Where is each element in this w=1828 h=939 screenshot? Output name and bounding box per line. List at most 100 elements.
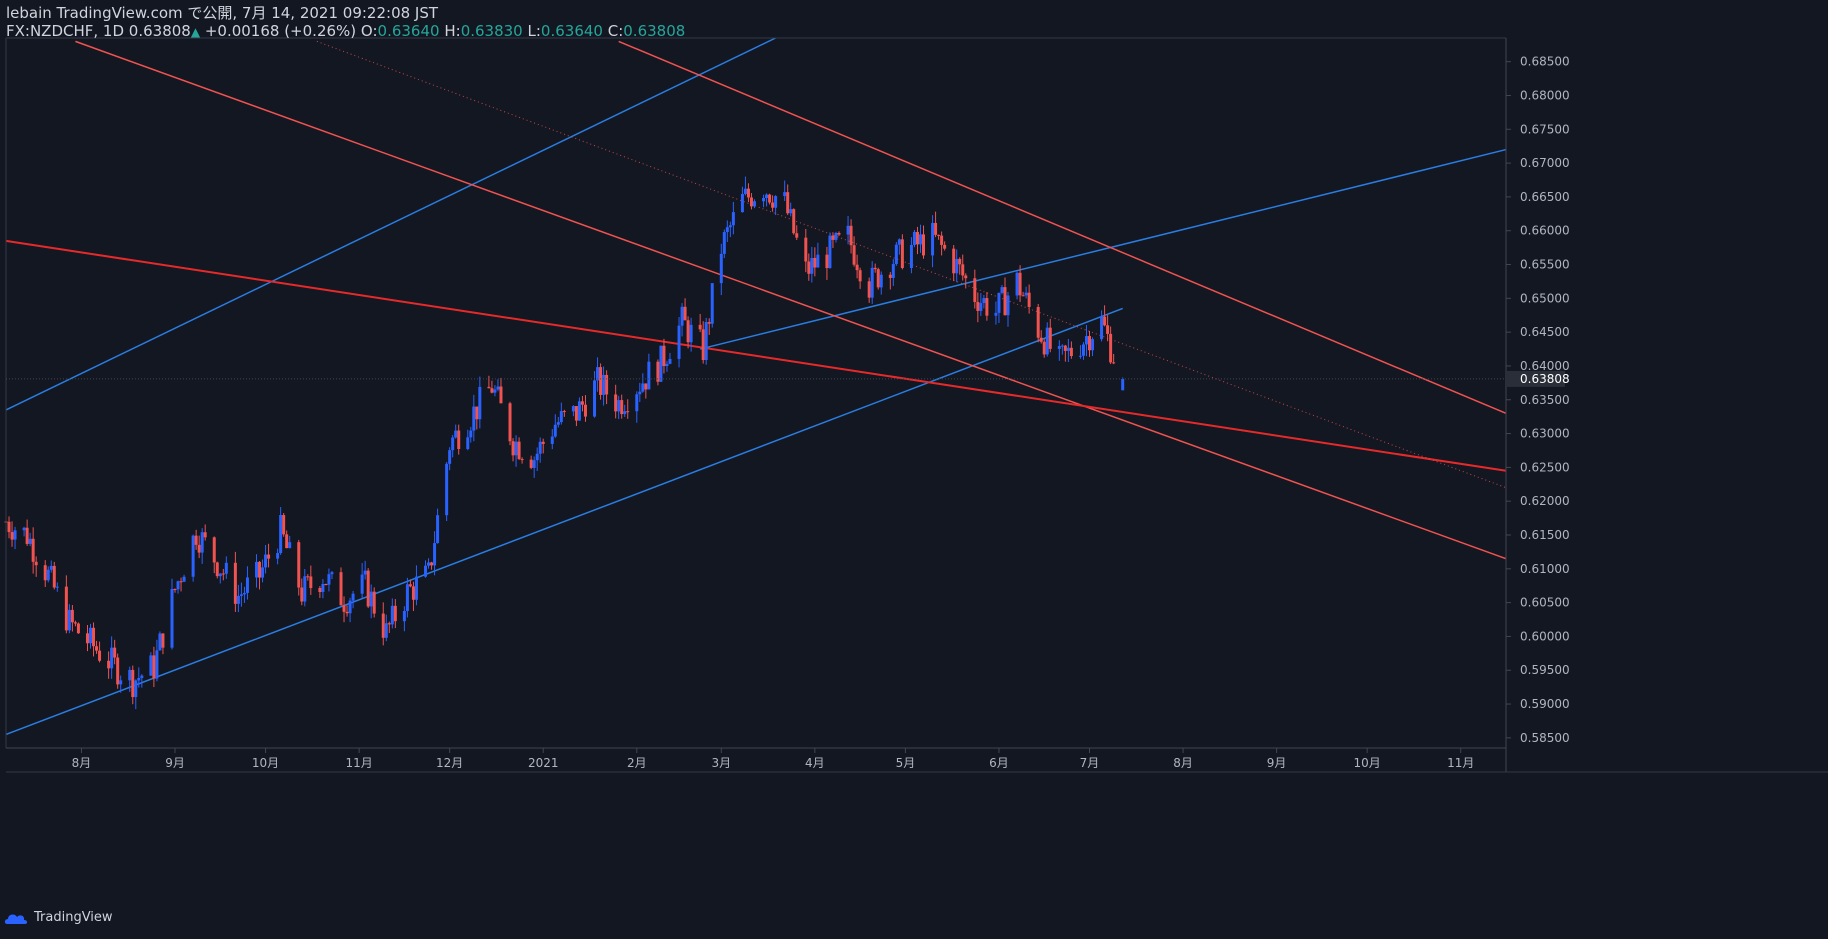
candle-body	[662, 345, 666, 367]
candle-body	[1100, 316, 1104, 340]
candle-body	[360, 574, 364, 594]
trendlines[interactable]	[5, 37, 1507, 736]
current-price-tag	[1507, 370, 1565, 387]
candle-body	[119, 680, 123, 685]
candle-body	[698, 324, 702, 330]
candle-body	[387, 623, 391, 625]
trendline[interactable]	[5, 37, 776, 411]
trendline[interactable]	[618, 40, 1507, 414]
candle-body	[719, 253, 723, 284]
candle-body	[538, 441, 542, 454]
candle-body	[1109, 333, 1113, 363]
candle-body	[958, 258, 962, 265]
candle-body	[620, 400, 624, 415]
candle-body	[641, 383, 645, 392]
candle-body	[306, 576, 310, 578]
candle-body	[915, 231, 919, 245]
candle-body	[710, 283, 714, 324]
candle-body	[1042, 341, 1046, 355]
candle-body	[89, 627, 93, 644]
x-tick-label: 9月	[165, 756, 185, 770]
candle-body	[427, 562, 431, 566]
low-value: 0.63640	[540, 22, 603, 40]
candle-body	[242, 592, 246, 595]
trendline[interactable]	[699, 148, 1507, 350]
candle-body	[985, 298, 989, 316]
trendline[interactable]	[5, 307, 1123, 736]
candle-body	[912, 231, 916, 245]
y-tick-label: 0.63500	[1520, 393, 1570, 407]
candle-body	[529, 459, 533, 468]
candle-body	[194, 535, 198, 545]
footer-brand[interactable]: TradingView	[4, 910, 113, 925]
candle-body	[1060, 345, 1064, 347]
candle-body	[976, 301, 980, 311]
candle-body	[496, 386, 500, 390]
y-tick-label: 0.68500	[1520, 55, 1570, 69]
candle-body	[381, 613, 385, 638]
candle-body	[876, 269, 880, 288]
candle-body	[393, 605, 397, 622]
candle-body	[683, 306, 687, 321]
candle-body	[888, 274, 892, 278]
x-tick-label: 11月	[1447, 756, 1474, 770]
candle-body	[749, 197, 753, 207]
candle-body	[508, 403, 512, 442]
candle-body	[614, 394, 618, 412]
candle-body	[85, 633, 89, 644]
candle-body	[107, 660, 111, 669]
y-tick-label: 0.63000	[1520, 427, 1570, 441]
close-label: C:	[607, 22, 624, 40]
candle-body	[599, 367, 603, 395]
ohlc-row: FX:NZDCHF, 1D 0.63808▲ +0.00168 (+0.26%)…	[6, 22, 685, 41]
candle-body	[511, 441, 515, 456]
trendline[interactable]	[75, 40, 1507, 560]
candle-body	[236, 595, 240, 604]
y-tick-label: 0.64500	[1520, 325, 1570, 339]
candle-body	[182, 576, 186, 582]
y-tick-label: 0.67500	[1520, 122, 1570, 136]
candle-body	[1103, 316, 1107, 326]
candle-body	[765, 194, 769, 199]
candle-body	[873, 267, 877, 270]
trendline[interactable]	[5, 239, 1507, 472]
candle-body	[43, 565, 47, 581]
candle-body	[170, 589, 174, 648]
y-tick-label: 0.67000	[1520, 156, 1570, 170]
candle-body	[134, 680, 138, 698]
candle-body	[309, 576, 313, 589]
candle-body	[448, 450, 452, 464]
x-tick-label: 5月	[896, 756, 916, 770]
candle-body	[411, 586, 415, 600]
y-tick-label: 0.59000	[1520, 697, 1570, 711]
candle-body	[1003, 287, 1007, 316]
candle-body	[282, 515, 286, 535]
candle-body	[656, 361, 660, 382]
candle-body	[372, 591, 376, 614]
candle-body	[261, 567, 265, 578]
candle-body	[638, 391, 642, 395]
y-tick-label: 0.65500	[1520, 258, 1570, 272]
candle-body	[233, 562, 237, 604]
candle-body	[934, 222, 938, 235]
candle-body	[852, 245, 856, 265]
y-tick-label: 0.66500	[1520, 190, 1570, 204]
candle-body	[218, 573, 222, 577]
candle-body	[955, 258, 959, 274]
candle-body	[786, 192, 790, 214]
candle-body	[514, 441, 518, 456]
candle-body	[783, 192, 787, 197]
candle-body	[725, 227, 729, 233]
candle-body	[128, 669, 132, 681]
candle-body	[1106, 325, 1110, 334]
candle-body	[752, 201, 756, 207]
candle-body	[707, 322, 711, 324]
candle-body	[191, 535, 195, 577]
candle-body	[704, 322, 708, 361]
x-tick-label: 2月	[627, 756, 647, 770]
y-tick-label: 0.60000	[1520, 629, 1570, 643]
candle-body	[834, 232, 838, 240]
y-tick-label: 0.58500	[1520, 731, 1570, 745]
candle-body	[556, 422, 560, 425]
